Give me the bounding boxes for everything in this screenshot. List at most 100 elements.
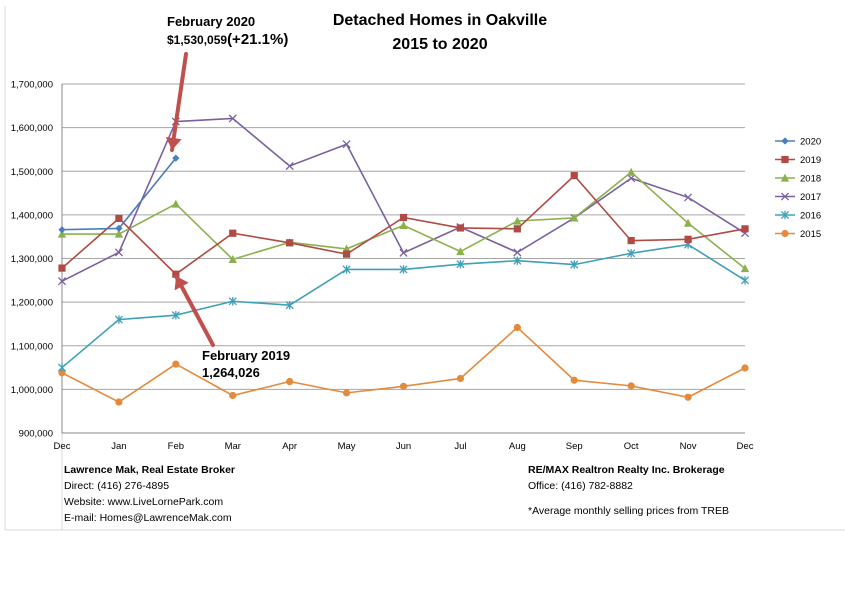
legend-item-2018: 2018: [775, 174, 821, 185]
arrow-feb2020-head: [165, 136, 182, 150]
data-point-2019: [627, 237, 635, 245]
data-point-2019: [684, 235, 692, 243]
feb2019-annotation-value: 1,264,026: [202, 365, 260, 380]
data-point-2018: [683, 218, 693, 227]
legend-item-2015: 2015: [775, 229, 821, 240]
data-point-2020: [58, 226, 66, 234]
y-tick-label: 900,000: [19, 429, 53, 440]
legend-marker-2017: [780, 192, 790, 201]
data-point-2017: [57, 277, 67, 286]
data-point-2018: [114, 229, 124, 238]
data-point-2019: [399, 213, 408, 222]
data-point-2017: [513, 248, 522, 257]
legend-marker-2019: [781, 155, 789, 164]
data-point-2015: [570, 376, 578, 384]
data-point-2015: [399, 382, 408, 390]
feb2020-annotation-value: $1,530,059: [167, 33, 228, 47]
data-point-2016: [342, 265, 351, 274]
legend-item-2017: 2017: [775, 192, 821, 203]
data-point-2018: [456, 247, 465, 256]
data-point-2016: [57, 363, 67, 372]
data-point-2017: [114, 248, 123, 257]
y-tick-label: 1,100,000: [11, 341, 53, 352]
brokerage-contact-block: RE/MAX Realtron Realty Inc. Brokerage Of…: [528, 462, 725, 494]
data-point-2019: [342, 250, 351, 258]
x-tick-label: Jun: [396, 441, 411, 452]
y-tick-label: 1,400,000: [11, 210, 53, 221]
data-point-2019: [741, 225, 749, 233]
data-point-2017: [399, 248, 408, 257]
data-point-2016: [513, 256, 522, 265]
series-2016: [57, 240, 750, 372]
legend-marker-2016: [780, 210, 790, 220]
data-point-2018: [513, 216, 522, 225]
data-point-2015: [342, 389, 351, 397]
x-tick-label: Dec: [54, 441, 71, 452]
legend-marker-2018: [780, 173, 790, 182]
legend-item-2020: 2020: [775, 137, 821, 148]
x-tick-label: Aug: [509, 441, 526, 452]
legend-label-2015: 2015: [800, 229, 821, 240]
x-tick-label: Apr: [282, 441, 297, 452]
data-point-2016: [570, 260, 579, 269]
data-point-2017: [627, 174, 636, 183]
data-point-2015: [172, 360, 180, 368]
x-tick-label: Oct: [624, 441, 639, 452]
data-point-2020: [115, 224, 123, 232]
data-point-2018: [626, 167, 636, 176]
data-point-2018: [228, 254, 237, 263]
legend-label-2017: 2017: [800, 192, 821, 203]
data-point-2019: [513, 225, 521, 233]
series-2017: [57, 114, 750, 286]
legend-item-2016: 2016: [775, 211, 821, 222]
data-point-2016: [171, 311, 180, 320]
data-point-2015: [229, 391, 237, 400]
grid-lines: [61, 83, 745, 434]
data-source-note: *Average monthly selling prices from TRE…: [528, 505, 729, 517]
data-point-2018: [399, 220, 408, 229]
data-point-2018: [57, 229, 67, 238]
series-2015: [58, 323, 749, 406]
data-point-2015: [684, 393, 692, 401]
data-point-2019: [456, 224, 465, 232]
legend-label-2019: 2019: [800, 155, 821, 166]
feb2020-annotation-change: (+21.1%): [227, 31, 289, 48]
data-point-2018: [570, 213, 579, 222]
arrow-feb2019-head: [174, 276, 189, 291]
data-point-2016: [228, 297, 237, 306]
data-point-2015: [513, 323, 521, 332]
data-point-2019: [115, 214, 123, 222]
data-point-2016: [456, 259, 465, 269]
arrow-feb2020-shaft: [170, 52, 188, 152]
data-point-2019: [286, 239, 294, 247]
data-point-2015: [627, 382, 635, 390]
legend-label-2016: 2016: [800, 211, 821, 222]
data-point-2016: [627, 249, 636, 258]
data-point-2019: [570, 172, 578, 180]
brokerage-office-phone: Office: (416) 782-8882: [528, 480, 633, 492]
data-point-2019: [58, 264, 66, 272]
data-point-2019: [229, 229, 237, 237]
legend-marker-2015: [781, 229, 789, 238]
data-point-2017: [684, 193, 693, 202]
series-line-2015: [61, 326, 746, 403]
x-tick-label: Nov: [680, 441, 697, 452]
series-group: [57, 114, 750, 406]
data-point-2017: [342, 140, 351, 149]
feb2020-annotation-title: February 2020: [167, 14, 256, 29]
broker-email: E-mail: Homes@LawrenceMak.com: [64, 512, 232, 524]
y-axis-tick-labels: 900,000 1,000,000 1,100,000 1,200,000 1,300,…: [11, 80, 53, 440]
x-tick-label: May: [338, 441, 356, 452]
legend-label-2020: 2020: [800, 137, 821, 148]
arrow-feb2019: [174, 274, 215, 347]
broker-name: Lawrence Mak, Real Estate Broker: [64, 464, 235, 476]
data-point-2015: [286, 377, 294, 386]
legend-marker-2020: [781, 137, 789, 145]
data-point-2015: [456, 374, 465, 383]
data-point-2016: [399, 265, 408, 274]
data-point-2018: [342, 244, 351, 253]
arrow-feb2019-shaft: [174, 274, 215, 347]
data-point-2015: [741, 364, 749, 372]
broker-direct-phone: Direct: (416) 276-4895: [64, 480, 170, 492]
